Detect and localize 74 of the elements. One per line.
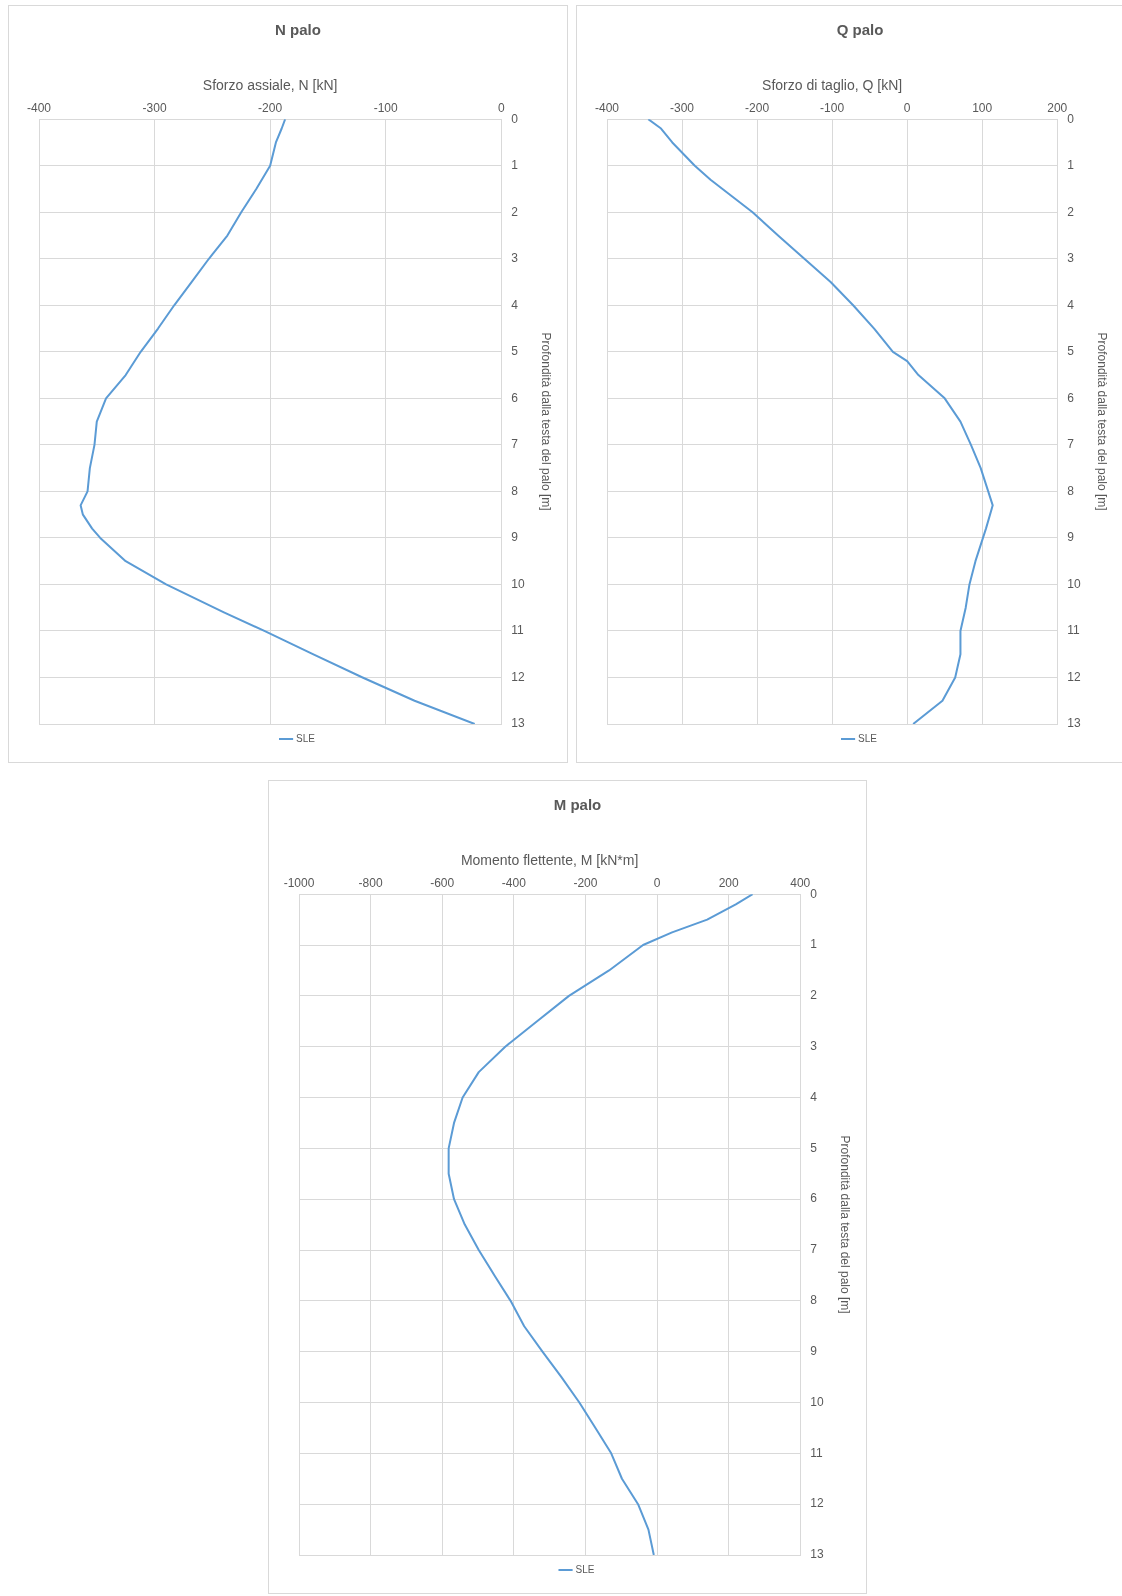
y-axis-title: Profondità dalla testa del palo [m] bbox=[539, 332, 554, 511]
y-tick-label: 6 bbox=[511, 390, 519, 405]
y-tick-label: 11 bbox=[511, 623, 525, 638]
y-tick-label: 9 bbox=[511, 530, 519, 545]
x-tick-label: -600 bbox=[430, 876, 455, 891]
y-tick-label: 1 bbox=[810, 937, 818, 952]
y-tick-label: 0 bbox=[1067, 111, 1075, 126]
x-tick-label: -200 bbox=[573, 876, 598, 891]
y-tick-label: 4 bbox=[511, 297, 519, 312]
y-tick-label: 5 bbox=[511, 344, 519, 359]
y-tick-label: 0 bbox=[511, 111, 519, 126]
x-tick-label: 200 bbox=[718, 876, 739, 891]
y-tick-label: 9 bbox=[810, 1343, 818, 1358]
y-axis-title: Profondità dalla testa del palo [m] bbox=[1095, 332, 1110, 511]
x-tick-label: -100 bbox=[373, 101, 399, 116]
y-tick-label: 8 bbox=[810, 1293, 818, 1308]
x-axis-title: Sforzo di taglio, Q [kN] bbox=[762, 77, 903, 94]
x-tick-label: 0 bbox=[903, 101, 911, 116]
y-tick-label: 10 bbox=[1067, 576, 1081, 591]
y-tick-label: 11 bbox=[810, 1445, 824, 1460]
y-tick-label: 7 bbox=[810, 1242, 818, 1257]
legend-label: SLE bbox=[575, 1563, 595, 1575]
y-tick-label: 12 bbox=[1067, 669, 1081, 684]
y-tick-label: 1 bbox=[511, 158, 519, 173]
legend-label: SLE bbox=[858, 732, 878, 744]
y-tick-label: 7 bbox=[511, 437, 519, 452]
y-tick-label: 3 bbox=[810, 1039, 818, 1053]
y-tick-label: 12 bbox=[511, 669, 525, 684]
y-tick-label: 2 bbox=[1067, 204, 1075, 219]
x-tick-label: 100 bbox=[972, 101, 993, 116]
x-tick-label: 400 bbox=[790, 876, 811, 891]
y-tick-label: 6 bbox=[810, 1191, 818, 1206]
y-tick-label: 8 bbox=[511, 483, 519, 498]
y-tick-label: 13 bbox=[810, 1547, 824, 1562]
x-tick-label: -200 bbox=[745, 101, 770, 116]
x-tick-label: -100 bbox=[820, 101, 845, 116]
x-tick-label: -400 bbox=[594, 101, 620, 116]
x-tick-label: 0 bbox=[497, 101, 505, 116]
y-tick-label: 0 bbox=[810, 886, 818, 901]
y-tick-label: 8 bbox=[1067, 483, 1075, 498]
y-tick-label: 1 bbox=[1067, 158, 1075, 173]
x-axis-title: Momento flettente, M [kN*m] bbox=[460, 852, 639, 869]
chart-title: M palo bbox=[553, 796, 602, 814]
y-tick-label: 3 bbox=[511, 251, 519, 266]
x-tick-label: -1000 bbox=[283, 876, 315, 891]
y-tick-label: 13 bbox=[1067, 716, 1081, 731]
chart-title: N palo bbox=[275, 21, 321, 39]
y-tick-label: 13 bbox=[511, 716, 525, 731]
y-tick-label: 2 bbox=[810, 988, 818, 1003]
x-tick-label: -300 bbox=[670, 101, 695, 116]
x-tick-label: -300 bbox=[142, 101, 167, 116]
y-tick-label: 5 bbox=[1067, 344, 1075, 359]
y-tick-label: 2 bbox=[511, 204, 519, 219]
y-tick-label: 6 bbox=[1067, 390, 1075, 405]
y-tick-label: 7 bbox=[1067, 437, 1075, 452]
y-tick-label: 11 bbox=[1067, 623, 1081, 638]
y-tick-label: 10 bbox=[511, 576, 525, 591]
y-tick-label: 12 bbox=[810, 1496, 824, 1511]
y-tick-label: 5 bbox=[810, 1140, 818, 1155]
x-tick-label: -800 bbox=[358, 876, 383, 891]
y-tick-label: 9 bbox=[1067, 530, 1075, 545]
legend-label: SLE bbox=[296, 732, 316, 744]
x-tick-label: -400 bbox=[501, 876, 527, 891]
x-tick-label: 200 bbox=[1047, 101, 1068, 116]
x-tick-label: 0 bbox=[653, 876, 661, 891]
x-axis-title: Sforzo assiale, N [kN] bbox=[202, 77, 338, 94]
y-axis-title: Profondità dalla testa del palo [m] bbox=[838, 1135, 853, 1314]
x-tick-label: -200 bbox=[258, 101, 283, 116]
x-tick-label: -400 bbox=[26, 101, 52, 116]
y-tick-label: 4 bbox=[810, 1089, 818, 1104]
y-tick-label: 10 bbox=[810, 1394, 824, 1409]
chart-title: Q palo bbox=[836, 21, 884, 39]
y-tick-label: 3 bbox=[1067, 251, 1075, 266]
y-tick-label: 4 bbox=[1067, 297, 1075, 312]
